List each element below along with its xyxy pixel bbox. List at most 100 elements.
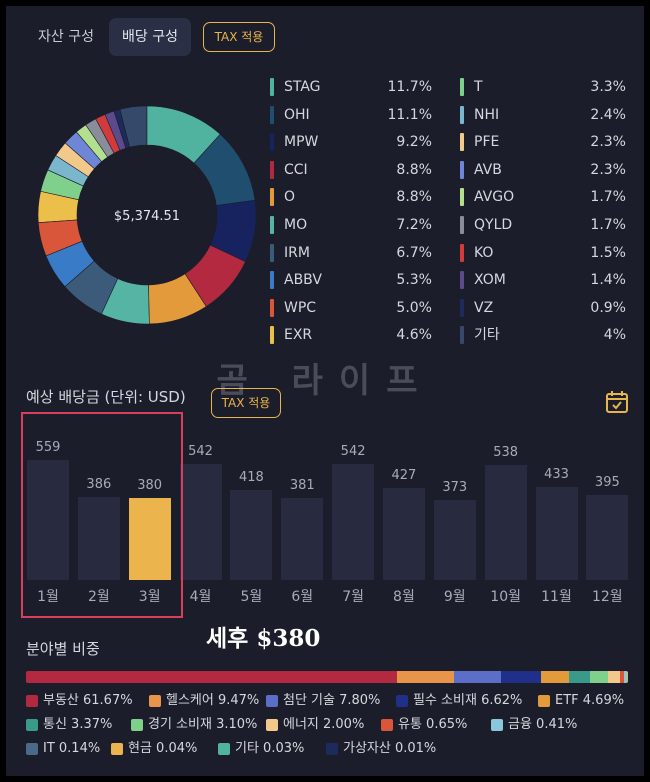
sector-swatch (538, 695, 550, 707)
donut-slice-5[interactable] (101, 278, 150, 325)
donut-slice-13[interactable] (64, 131, 103, 170)
donut-slice-7[interactable] (45, 240, 95, 288)
legend-item[interactable]: IRM 6.7% (270, 242, 432, 264)
month-value-label: 395 (594, 475, 620, 490)
legend-item[interactable]: MO 7.2% (270, 214, 432, 236)
month-bar[interactable] (230, 490, 273, 580)
sector-label: 금융 0.41% (508, 717, 578, 732)
legend-item[interactable]: AVB 2.3% (460, 159, 626, 181)
month-bar[interactable] (27, 460, 69, 580)
legend-item[interactable]: STAG 11.7% (270, 76, 432, 98)
legend-ticker: VZ (474, 299, 494, 316)
legend-item[interactable]: 기타 4% (460, 324, 626, 346)
legend-item[interactable]: NHI 2.4% (460, 104, 626, 126)
month-value-label: 386 (86, 477, 112, 492)
sector-segment (589, 671, 609, 683)
donut-slice-4[interactable] (148, 273, 207, 325)
donut-slice-8[interactable] (37, 219, 83, 257)
legend-percent: 0.9% (590, 299, 626, 316)
legend-item[interactable]: AVGO 1.7% (460, 186, 626, 208)
donut-total: $5,374.51 (114, 209, 180, 224)
tab-asset-composition[interactable]: 자산 구성 (38, 29, 94, 45)
month-bar[interactable] (433, 500, 476, 580)
month-bar[interactable] (484, 465, 527, 580)
monthly-dividend-chart: 559 1월 386 2월 380 3월 542 4월 418 5월 381 6월 542 7월 427 8월… (6, 426, 644, 616)
legend-percent: 4% (603, 327, 626, 344)
donut-slice-6[interactable] (64, 260, 119, 315)
dividend-screen: 자산 구성 배당 구성 TAX 적용 $5,374.51 STAG 11.7% OH… (6, 6, 644, 776)
donut-slice-18[interactable] (113, 109, 130, 149)
legend-swatch (270, 105, 274, 124)
legend-item[interactable]: QYLD 1.7% (460, 214, 626, 236)
legend-percent: 1.5% (590, 244, 626, 261)
legend-percent: 7.2% (396, 217, 432, 233)
sector-label: 통신 3.37% (43, 717, 113, 732)
legend-percent: 3.3% (590, 79, 626, 95)
legend-item[interactable]: O 8.8% (270, 186, 432, 208)
donut-slice-3[interactable] (184, 244, 246, 307)
sector-label: 기타 0.03% (235, 741, 305, 756)
month-label: 6월 (291, 589, 314, 605)
sector-label: IT 0.14% (43, 741, 101, 756)
month-bar[interactable] (332, 464, 375, 580)
sector-swatch (266, 695, 278, 707)
donut-slice-14[interactable] (75, 124, 109, 163)
donut-slice-9[interactable] (37, 191, 80, 224)
donut-slice-0[interactable] (146, 105, 221, 164)
legend-percent: 2.3% (590, 161, 626, 178)
month-value-label: 418 (238, 470, 264, 485)
calendar-icon[interactable] (604, 389, 630, 415)
month-bar[interactable] (77, 497, 120, 580)
legend-item[interactable]: XOM 1.4% (460, 269, 626, 291)
legend-ticker: STAG (284, 79, 321, 95)
legend-percent: 2.4% (590, 106, 626, 123)
legend-percent: 1.7% (590, 189, 626, 206)
donut-slice-10[interactable] (40, 169, 84, 201)
donut-slice-17[interactable] (104, 110, 127, 151)
composition-tabs: 자산 구성 배당 구성 TAX 적용 (6, 18, 644, 58)
legend-item[interactable]: T 3.3% (460, 76, 626, 98)
month-label: 10월 (490, 589, 521, 605)
donut-slice-15[interactable] (85, 118, 115, 158)
month-bar[interactable] (281, 498, 324, 580)
legend-percent: 9.2% (396, 134, 432, 151)
legend-percent: 8.8% (396, 161, 432, 178)
legend-swatch (460, 298, 464, 317)
expected-tax-button[interactable]: TAX 적용 (211, 388, 281, 418)
donut-slice-2[interactable] (209, 199, 257, 263)
legend-item[interactable]: VZ 0.9% (460, 297, 626, 319)
legend-percent: 5.0% (396, 299, 432, 316)
legend-item[interactable]: OHI 11.1% (270, 104, 432, 126)
legend-item[interactable]: CCI 8.8% (270, 159, 432, 181)
legend-item[interactable]: KO 1.5% (460, 242, 626, 264)
sector-segment (26, 671, 398, 683)
legend-swatch (270, 133, 274, 152)
month-bar[interactable] (535, 487, 578, 580)
month-bar[interactable] (179, 464, 222, 580)
month-bar[interactable] (586, 495, 629, 580)
legend-swatch (270, 271, 274, 290)
month-bar[interactable] (128, 498, 171, 580)
donut-slice-1[interactable] (193, 133, 256, 206)
sector-segment (620, 671, 625, 683)
legend-swatch (270, 160, 274, 179)
tax-apply-button[interactable]: TAX 적용 (203, 22, 275, 52)
month-value-label: 427 (391, 468, 417, 483)
tab-dividend-composition[interactable]: 배당 구성 (109, 18, 191, 56)
month-value-label: 433 (544, 467, 569, 482)
legend-item[interactable]: MPW 9.2% (270, 131, 432, 153)
legend-swatch (270, 188, 274, 207)
legend-item[interactable]: ABBV 5.3% (270, 269, 432, 291)
legend-swatch (460, 188, 464, 207)
month-label: 4월 (189, 589, 212, 605)
donut-slice-12[interactable] (55, 142, 95, 178)
month-bar[interactable] (382, 488, 425, 580)
legend-item[interactable]: WPC 5.0% (270, 297, 432, 319)
donut-slice-16[interactable] (95, 114, 121, 154)
legend-swatch (460, 160, 464, 179)
legend-item[interactable]: PFE 2.3% (460, 131, 626, 153)
legend-swatch (270, 216, 274, 234)
donut-slice-11[interactable] (47, 155, 89, 187)
legend-ticker: T (474, 79, 483, 95)
legend-item[interactable]: EXR 4.6% (270, 324, 432, 346)
